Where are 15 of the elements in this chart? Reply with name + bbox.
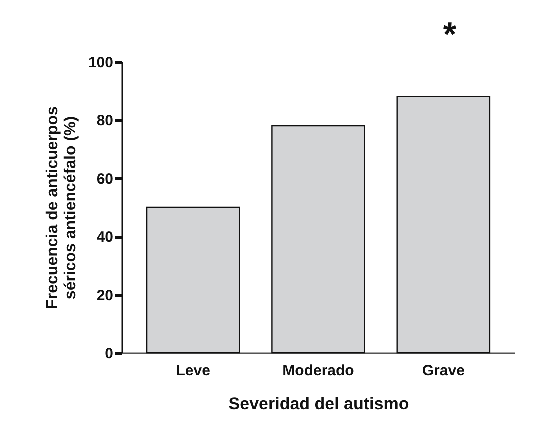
x-tick-label: Leve (176, 362, 210, 380)
x-tick-label: Grave (422, 362, 465, 380)
y-tick-label: 80 (96, 112, 114, 130)
text: * (443, 16, 458, 54)
bar (146, 206, 240, 354)
y-tick-label: 20 (96, 287, 114, 304)
y-axis-title: Frecuencia de anticuerpos séricos antiencéfalo (%) (44, 106, 80, 310)
bar (396, 96, 491, 354)
x-axis-title: Severidad del autismo (228, 394, 410, 414)
bar (272, 125, 366, 354)
y-tick-label: 40 (96, 229, 114, 246)
y-tick-label: 0 (105, 346, 114, 362)
y-tick-label: 60 (96, 170, 114, 188)
x-tick-label: Moderado (282, 362, 354, 380)
y-tick-label: 100 (88, 54, 114, 72)
